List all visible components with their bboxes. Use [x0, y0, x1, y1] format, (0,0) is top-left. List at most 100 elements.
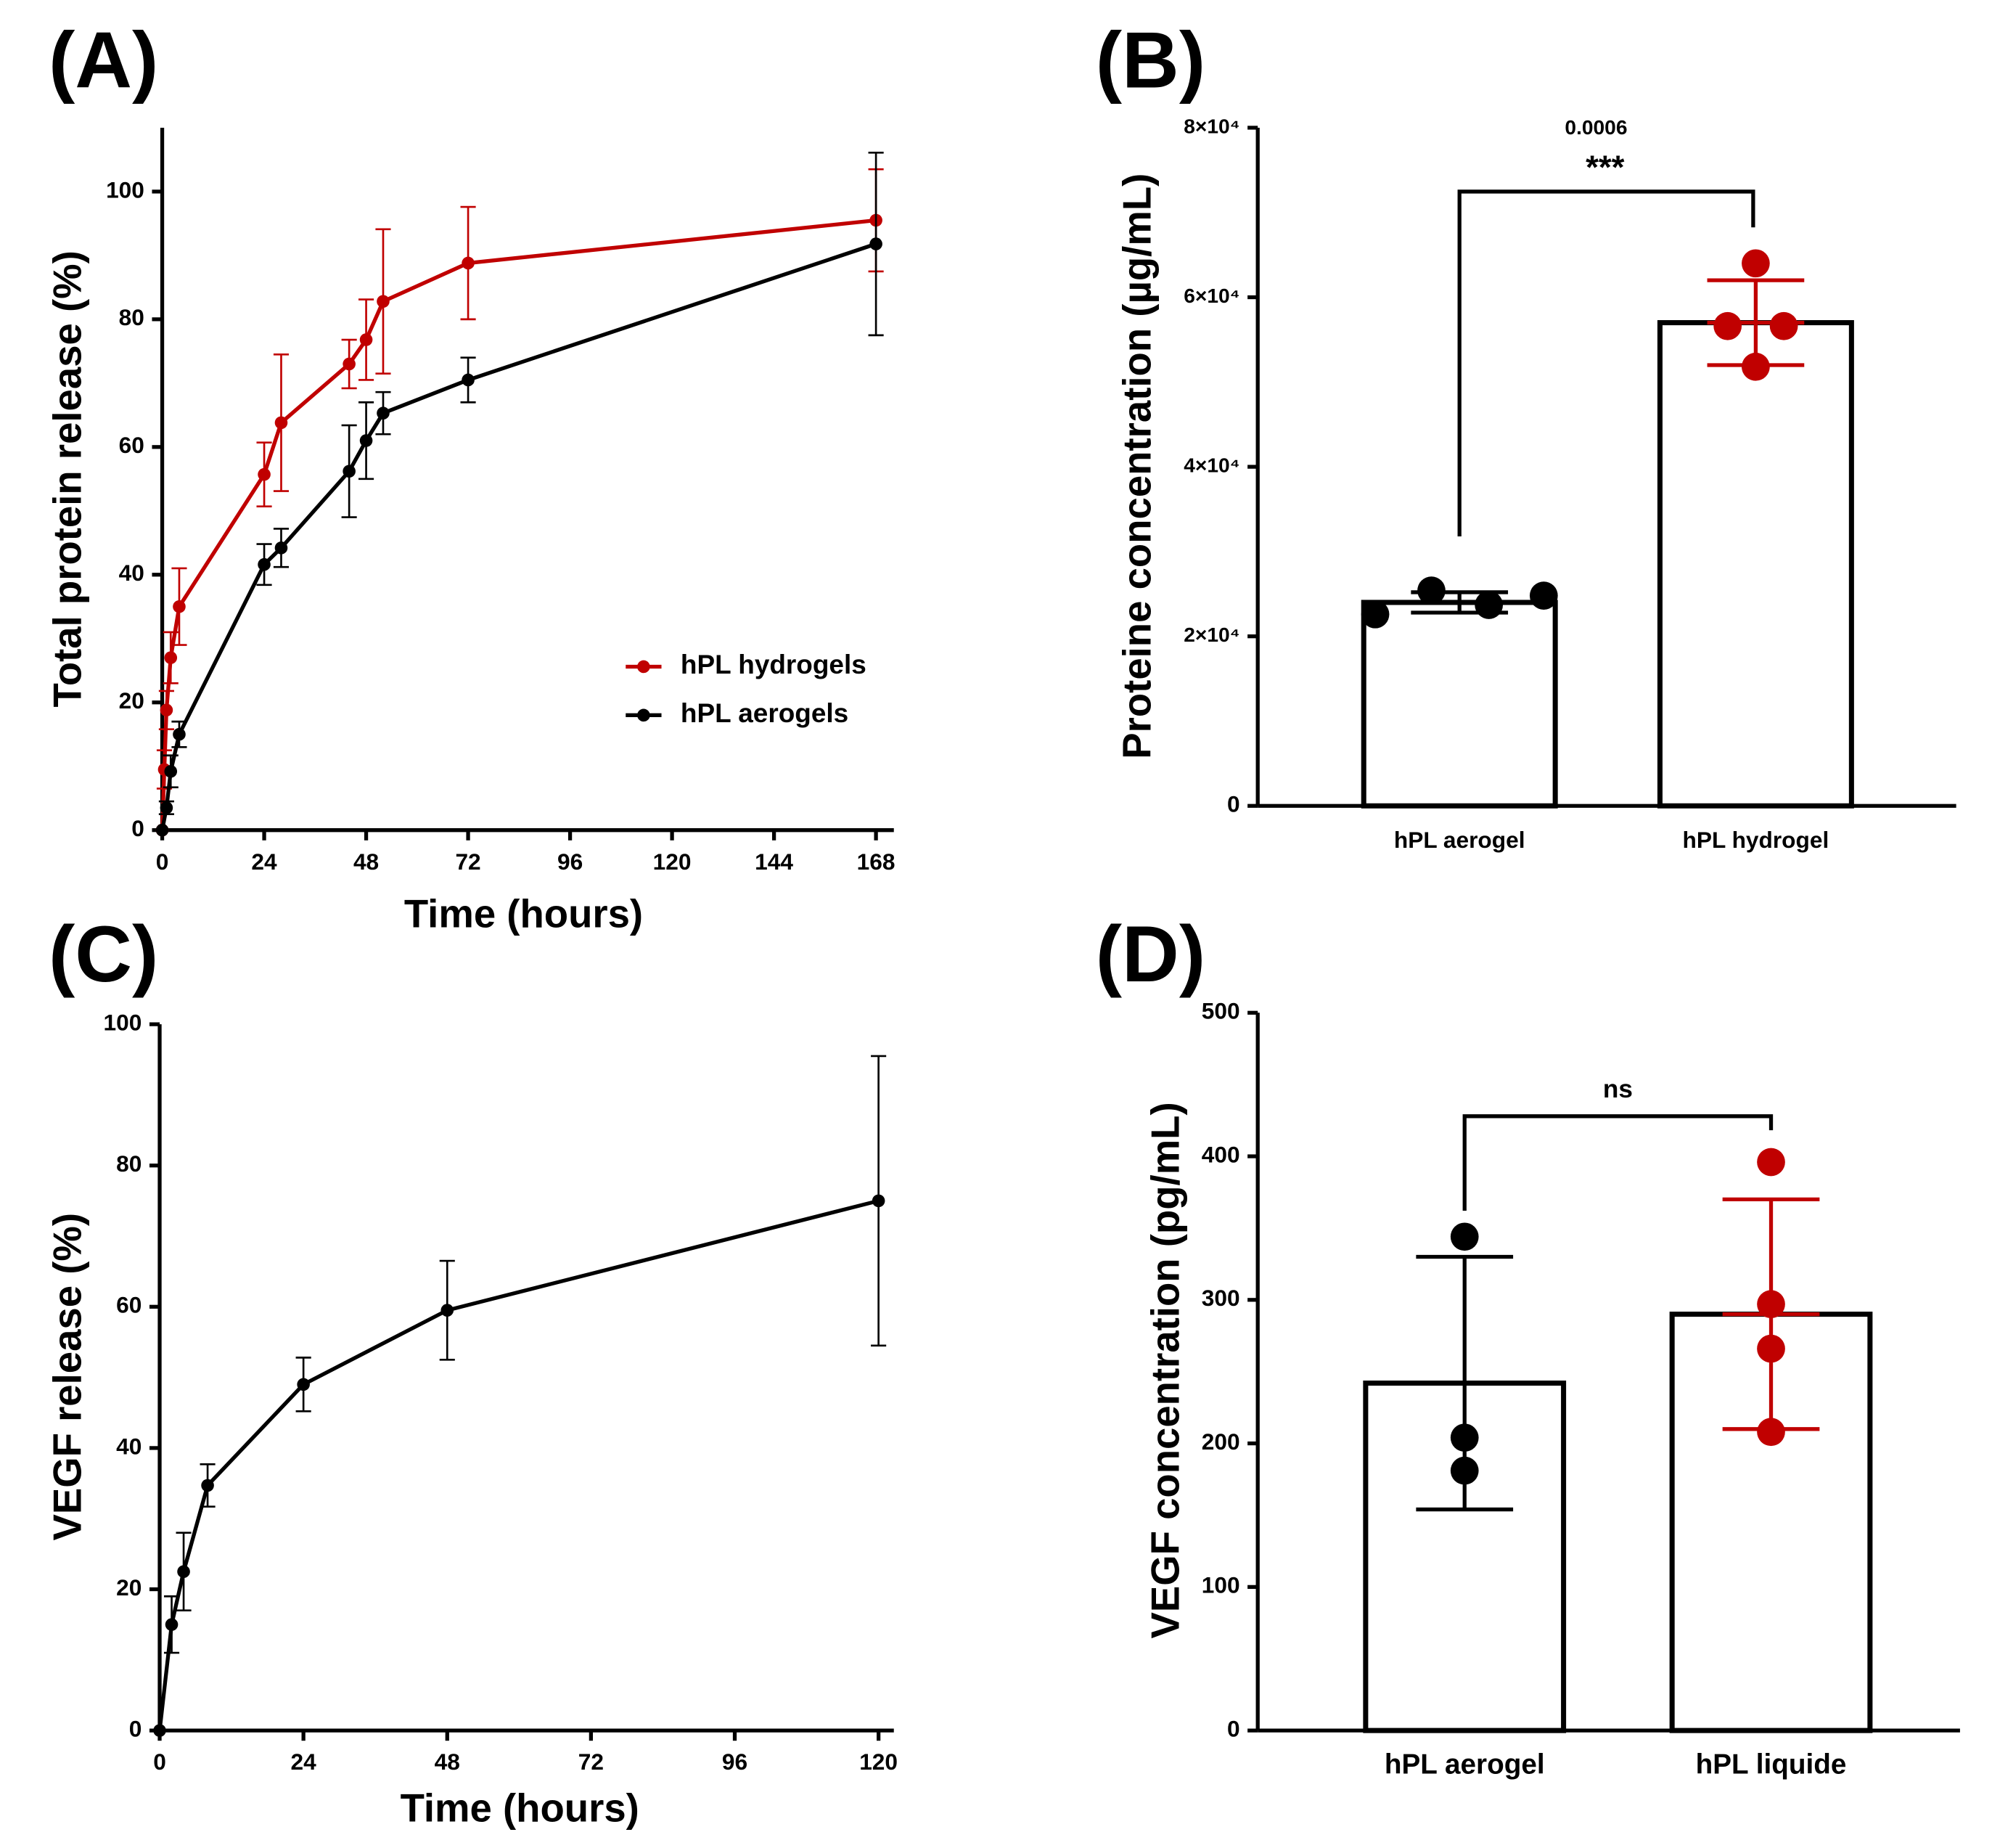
data-point [359, 333, 373, 346]
y-tick-label: 60 [119, 432, 144, 458]
data-point [1757, 1334, 1785, 1363]
y-axis-title: VEGF release (%) [45, 1213, 89, 1541]
data-point [1475, 591, 1504, 619]
series-line [160, 242, 877, 831]
data-point [359, 434, 373, 447]
x-tick-label: 24 [291, 1749, 317, 1775]
data-point [1742, 249, 1770, 278]
data-point [297, 1378, 310, 1391]
x-tick-label: 72 [578, 1749, 604, 1775]
data-point [258, 557, 271, 571]
panel-label: (A) [49, 16, 158, 105]
y-tick-label: 0 [1227, 1715, 1240, 1741]
data-point [274, 416, 288, 430]
y-tick-label: 20 [119, 687, 144, 714]
data-point [377, 406, 390, 420]
data-point [1529, 581, 1558, 610]
data-point [1417, 576, 1446, 605]
x-tick-label: 144 [755, 849, 793, 875]
data-point [1757, 1290, 1785, 1319]
data-point [164, 651, 178, 664]
legend-marker [637, 660, 650, 674]
y-tick-label: 80 [119, 304, 144, 330]
data-point [258, 467, 271, 481]
data-point [173, 600, 186, 613]
panel-label: (D) [1096, 910, 1205, 999]
annotation: *** [1586, 149, 1625, 186]
y-tick-label: 100 [1202, 1572, 1240, 1598]
x-tick-label: 96 [722, 1749, 747, 1775]
x-tick-label: hPL liquide [1696, 1749, 1847, 1780]
y-tick-label: 6×10⁴ [1184, 285, 1239, 307]
x-tick-label: 120 [859, 1749, 898, 1775]
error-bar [1411, 590, 1509, 615]
data-point [872, 1194, 885, 1208]
y-axis-title: VEGF concentration (pg/mL) [1143, 1102, 1187, 1638]
x-tick-label: 96 [557, 849, 583, 875]
data-point [165, 1618, 179, 1631]
y-tick-label: 0 [131, 815, 144, 841]
x-tick-label: hPL aerogel [1394, 827, 1525, 853]
bar [1657, 320, 1854, 809]
y-tick-label: 40 [116, 1433, 142, 1459]
y-tick-label: 2×10⁴ [1184, 624, 1239, 646]
y-tick-label: 80 [116, 1150, 142, 1177]
data-point [1713, 311, 1742, 340]
data-point [462, 373, 475, 387]
x-tick-label: 0 [153, 1749, 166, 1775]
error-bar [1707, 278, 1805, 367]
y-tick-label: 500 [1202, 998, 1240, 1024]
y-tick-label: 0 [1227, 791, 1240, 817]
series-line [160, 218, 877, 830]
y-axis-title: Proteine concentration (µg/mL) [1115, 173, 1160, 759]
data-point [160, 703, 173, 717]
x-tick-label: 168 [857, 849, 895, 875]
data-point [462, 256, 475, 270]
data-point [343, 465, 356, 478]
data-point [160, 801, 173, 814]
x-tick-label: hPL hydrogel [1683, 827, 1829, 853]
panel-label: (C) [49, 910, 158, 999]
x-tick-label: 72 [455, 849, 480, 875]
data-point [177, 1565, 190, 1578]
annotation: 0.0006 [1565, 116, 1627, 139]
x-tick-label: 0 [156, 849, 169, 875]
y-tick-label: 400 [1202, 1141, 1240, 1167]
data-point [1757, 1418, 1785, 1447]
bar [1361, 600, 1558, 809]
data-point [343, 357, 356, 371]
data-point [164, 764, 178, 778]
data-point [1757, 1148, 1785, 1177]
legend-label: hPL aerogels [681, 698, 848, 728]
data-point [155, 823, 169, 837]
x-axis-title: Time (hours) [401, 1786, 639, 1830]
data-point [1769, 311, 1798, 340]
y-tick-label: 4×10⁴ [1184, 454, 1239, 477]
x-tick-label: 48 [435, 1749, 460, 1775]
series-line [157, 1198, 880, 1731]
data-point [1361, 600, 1390, 629]
data-point [869, 237, 882, 250]
significance-bracket [1457, 189, 1755, 536]
panel-label: (B) [1096, 16, 1205, 105]
error-bar [1416, 1254, 1514, 1512]
data-point [173, 727, 186, 741]
x-tick-label: 120 [653, 849, 692, 875]
y-axis-title: Total protein release (%) [45, 250, 89, 707]
y-tick-label: 300 [1202, 1285, 1240, 1311]
y-tick-label: 60 [116, 1292, 142, 1318]
x-tick-label: 48 [353, 849, 379, 875]
data-point [1450, 1423, 1479, 1452]
data-point [440, 1304, 454, 1317]
data-point [377, 295, 390, 308]
y-tick-label: 0 [129, 1715, 142, 1741]
data-point [1450, 1456, 1479, 1485]
y-tick-label: 20 [116, 1574, 142, 1600]
x-axis-title: Time (hours) [404, 892, 643, 936]
data-point [201, 1479, 214, 1492]
data-point [1450, 1222, 1479, 1251]
annotation: ns [1603, 1075, 1633, 1103]
significance-bracket [1462, 1114, 1774, 1211]
x-tick-label: 24 [251, 849, 277, 875]
